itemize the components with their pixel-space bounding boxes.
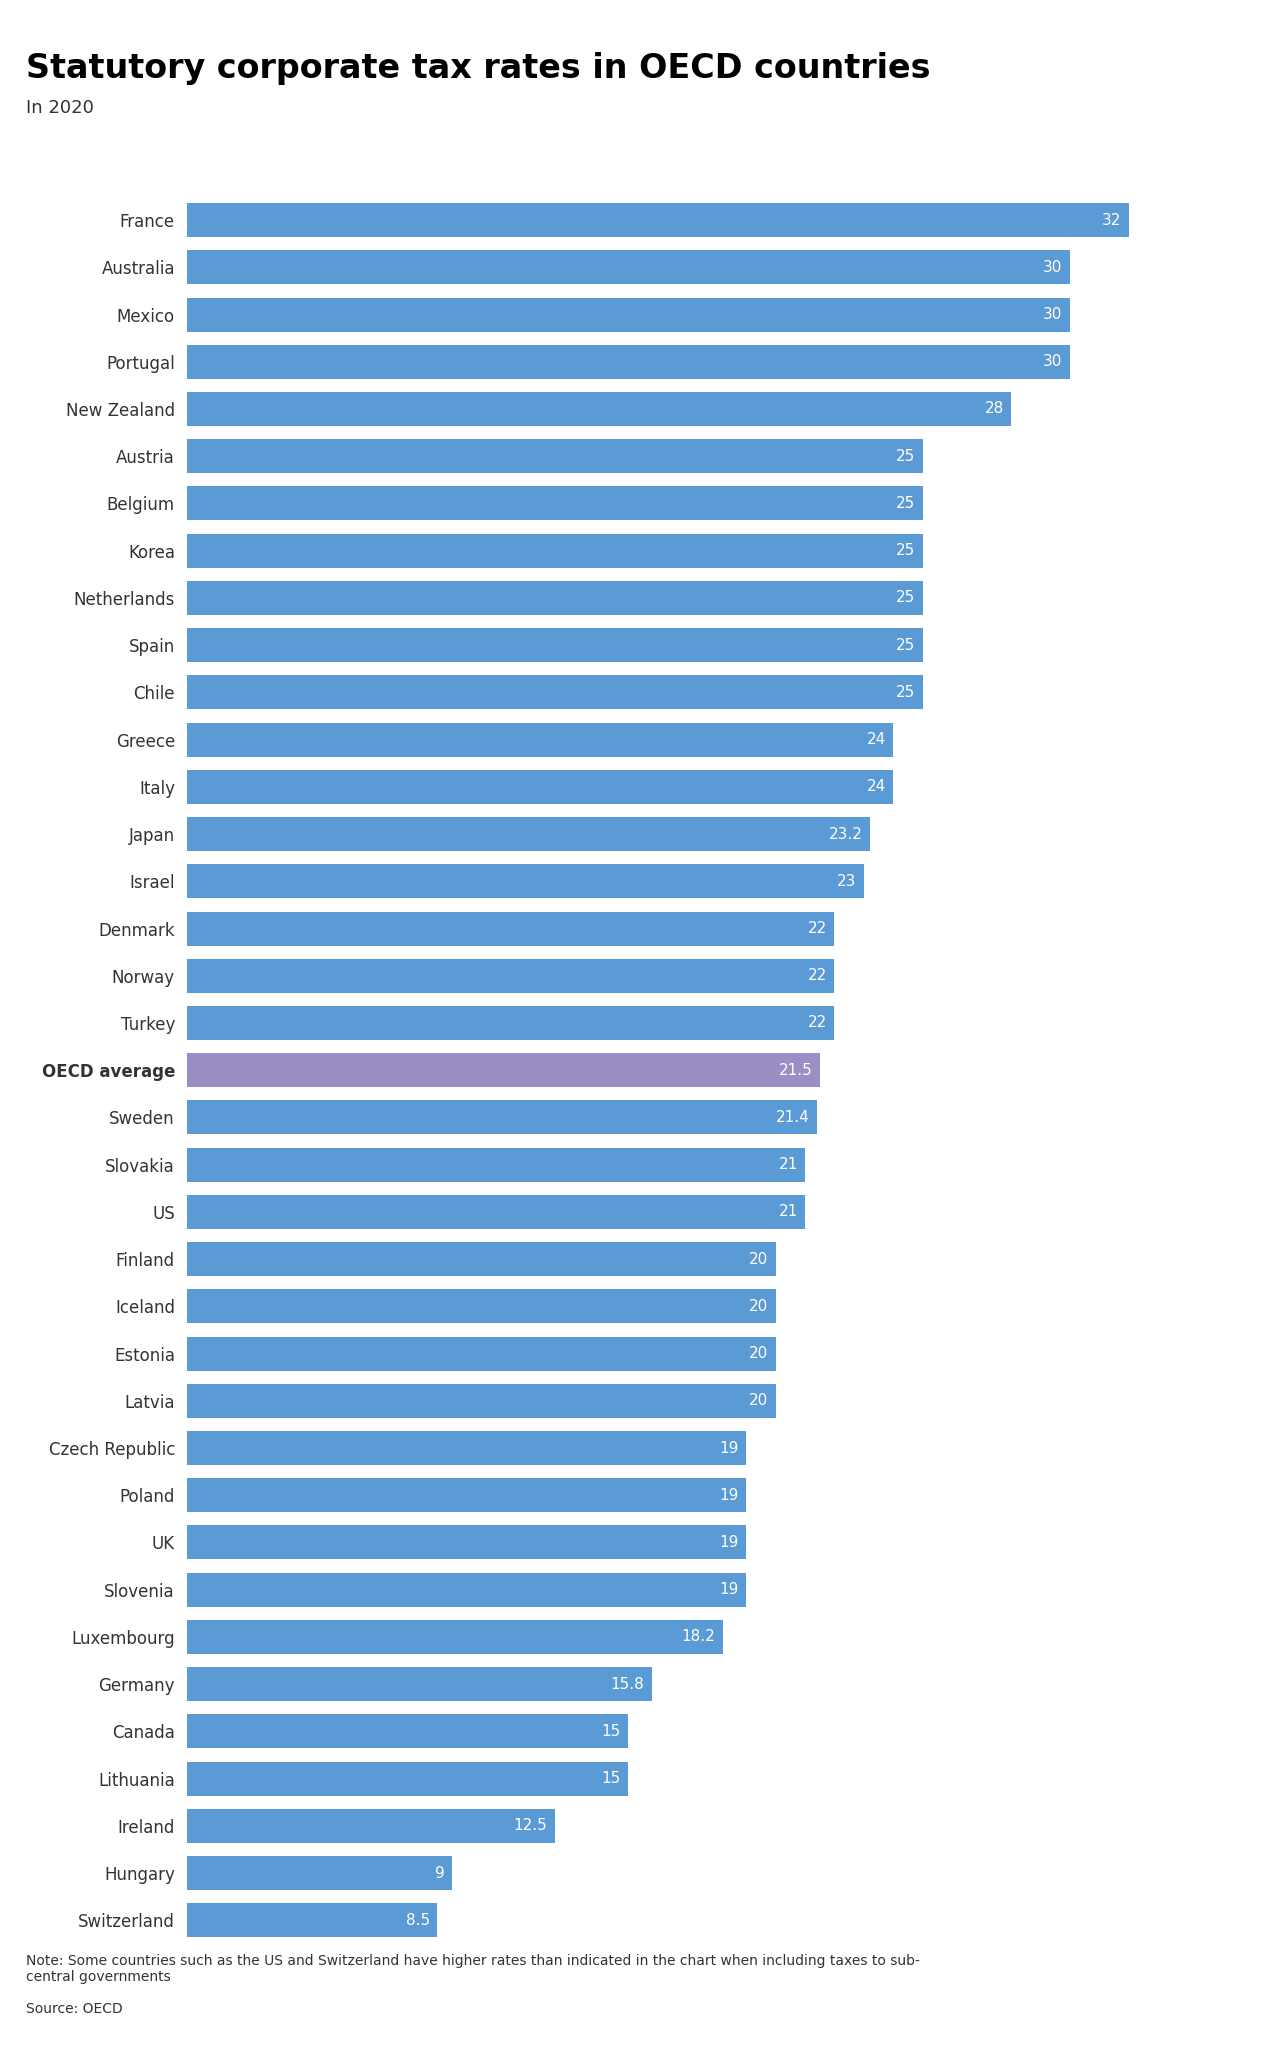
- Bar: [187, 1100, 817, 1135]
- Text: 22: 22: [808, 968, 827, 982]
- Bar: [187, 581, 922, 614]
- Text: 8.5: 8.5: [406, 1913, 430, 1927]
- Bar: [187, 1810, 555, 1843]
- Text: 24: 24: [867, 780, 886, 794]
- Bar: [187, 393, 1011, 426]
- Bar: [187, 722, 894, 757]
- Text: 25: 25: [896, 496, 916, 511]
- Bar: [187, 486, 922, 521]
- Text: 15.8: 15.8: [611, 1677, 644, 1692]
- Bar: [187, 629, 922, 662]
- Text: Source: OECD: Source: OECD: [26, 2002, 122, 2016]
- Text: 19: 19: [720, 1441, 739, 1456]
- Bar: [187, 534, 922, 569]
- Text: 22: 22: [808, 920, 827, 937]
- Bar: [187, 1243, 775, 1276]
- Bar: [187, 817, 869, 852]
- Bar: [187, 960, 835, 993]
- Text: 20: 20: [748, 1299, 768, 1313]
- Text: 12.5: 12.5: [514, 1818, 547, 1834]
- Text: 19: 19: [720, 1534, 739, 1551]
- Bar: [187, 203, 1128, 238]
- Text: 15: 15: [601, 1770, 621, 1787]
- Bar: [187, 676, 922, 709]
- Text: 20: 20: [748, 1346, 768, 1361]
- Text: 25: 25: [896, 589, 916, 606]
- Text: Statutory corporate tax rates in OECD countries: Statutory corporate tax rates in OECD co…: [26, 52, 930, 85]
- Bar: [187, 912, 835, 945]
- Text: 30: 30: [1043, 261, 1063, 275]
- Bar: [187, 1336, 775, 1371]
- Bar: [187, 1526, 746, 1559]
- Bar: [187, 1479, 746, 1512]
- Text: Note: Some countries such as the US and Switzerland have higher rates than indic: Note: Some countries such as the US and …: [26, 1954, 920, 1985]
- Bar: [187, 1288, 775, 1324]
- Text: 24: 24: [867, 732, 886, 747]
- Text: 23.2: 23.2: [828, 827, 863, 842]
- Text: 9: 9: [434, 1865, 444, 1880]
- Bar: [187, 298, 1070, 331]
- Text: 21: 21: [778, 1158, 797, 1173]
- Bar: [187, 864, 864, 898]
- Bar: [187, 1714, 629, 1747]
- Bar: [187, 1762, 629, 1795]
- Bar: [187, 769, 894, 804]
- Text: 22: 22: [808, 1015, 827, 1030]
- Text: 20: 20: [748, 1394, 768, 1408]
- Text: 25: 25: [896, 685, 916, 699]
- Bar: [187, 250, 1070, 283]
- Bar: [187, 1572, 746, 1607]
- Bar: [187, 1431, 746, 1464]
- Text: 25: 25: [896, 544, 916, 558]
- Bar: [187, 1857, 452, 1890]
- Bar: [187, 1619, 723, 1654]
- Bar: [187, 1195, 805, 1228]
- Text: 25: 25: [896, 637, 916, 653]
- Bar: [187, 345, 1070, 378]
- Text: In 2020: In 2020: [26, 99, 94, 118]
- Text: 30: 30: [1043, 354, 1063, 370]
- Text: 21: 21: [778, 1204, 797, 1220]
- Text: 28: 28: [984, 401, 1003, 416]
- Text: 19: 19: [720, 1487, 739, 1503]
- Text: 21.4: 21.4: [775, 1111, 809, 1125]
- Bar: [187, 1005, 835, 1040]
- Bar: [187, 1148, 805, 1181]
- Text: 21.5: 21.5: [779, 1063, 813, 1077]
- Text: 30: 30: [1043, 306, 1063, 323]
- Bar: [187, 1667, 652, 1702]
- Text: 23: 23: [837, 875, 857, 889]
- Text: 32: 32: [1103, 213, 1122, 227]
- Bar: [187, 1383, 775, 1419]
- Text: 19: 19: [720, 1582, 739, 1596]
- Text: 20: 20: [748, 1251, 768, 1266]
- Text: 15: 15: [601, 1725, 621, 1739]
- Bar: [187, 1053, 819, 1088]
- Text: 25: 25: [896, 449, 916, 463]
- Bar: [187, 438, 922, 474]
- Text: 18.2: 18.2: [681, 1630, 715, 1644]
- Bar: [187, 1903, 437, 1938]
